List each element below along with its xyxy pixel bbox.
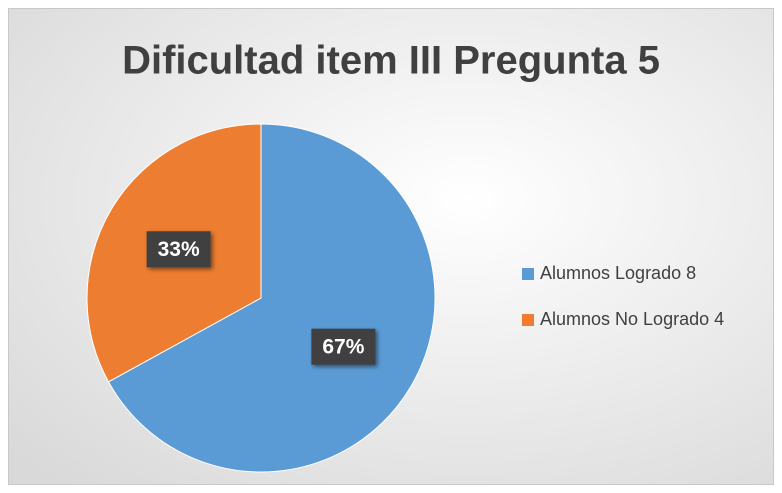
data-label: 67% — [322, 335, 364, 358]
chart-title: Dificultad item III Pregunta 5 — [122, 39, 660, 83]
data-label-box — [146, 231, 211, 268]
legend-label: Alumnos No Logrado 4 — [540, 309, 724, 329]
data-label: 33% — [158, 238, 200, 261]
legend-label: Alumnos Logrado 8 — [540, 263, 696, 283]
data-label-box — [311, 328, 376, 365]
legend-swatch — [522, 268, 534, 280]
legend-swatch — [522, 314, 534, 326]
pie-slice — [107, 123, 436, 473]
